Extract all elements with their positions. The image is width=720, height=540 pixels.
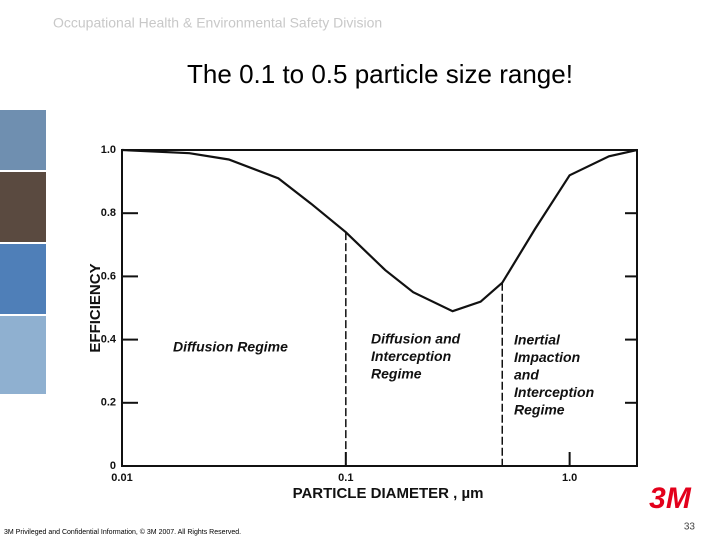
x-tick-label: 0.1 bbox=[338, 472, 353, 484]
slide-title: The 0.1 to 0.5 particle size range! bbox=[187, 59, 573, 89]
logo: 3M bbox=[649, 482, 692, 515]
regime-label: Impaction bbox=[514, 349, 580, 365]
regime-label: Regime bbox=[514, 402, 565, 418]
y-tick-label: 0.6 bbox=[101, 270, 116, 282]
x-tick-label: 1.0 bbox=[562, 472, 577, 484]
y-tick-label: 0 bbox=[110, 460, 116, 472]
plot-frame bbox=[121, 149, 638, 467]
x-axis-label: PARTICLE DIAMETER , µm bbox=[293, 485, 484, 502]
y-axis-label: EFFICIENCY bbox=[87, 263, 104, 352]
page-number: 33 bbox=[684, 522, 696, 533]
regime-label: Inertial bbox=[514, 332, 561, 348]
image bbox=[0, 316, 46, 394]
regime-label: Interception bbox=[371, 348, 451, 364]
efficiency-curve bbox=[121, 148, 638, 313]
y-tick-label: 1.0 bbox=[101, 144, 116, 156]
y-tick-label: 0.8 bbox=[101, 207, 116, 219]
regime-label: Diffusion and bbox=[371, 331, 461, 347]
y-tick-label: 0.4 bbox=[101, 334, 117, 346]
regime-label: Interception bbox=[514, 384, 594, 400]
image bbox=[0, 110, 46, 170]
footer: 3M Privileged and Confidential Informati… bbox=[4, 528, 241, 536]
header: Occupational Health & Environmental Safe… bbox=[53, 15, 382, 31]
regime-label: and bbox=[514, 367, 539, 383]
regime-label: Diffusion Regime bbox=[173, 339, 288, 355]
regime-label: Regime bbox=[371, 366, 422, 382]
y-tick-label: 0.2 bbox=[101, 397, 116, 409]
image bbox=[0, 172, 46, 242]
x-tick-label: 0.01 bbox=[111, 472, 132, 484]
side-images bbox=[0, 110, 46, 394]
image bbox=[0, 244, 46, 314]
